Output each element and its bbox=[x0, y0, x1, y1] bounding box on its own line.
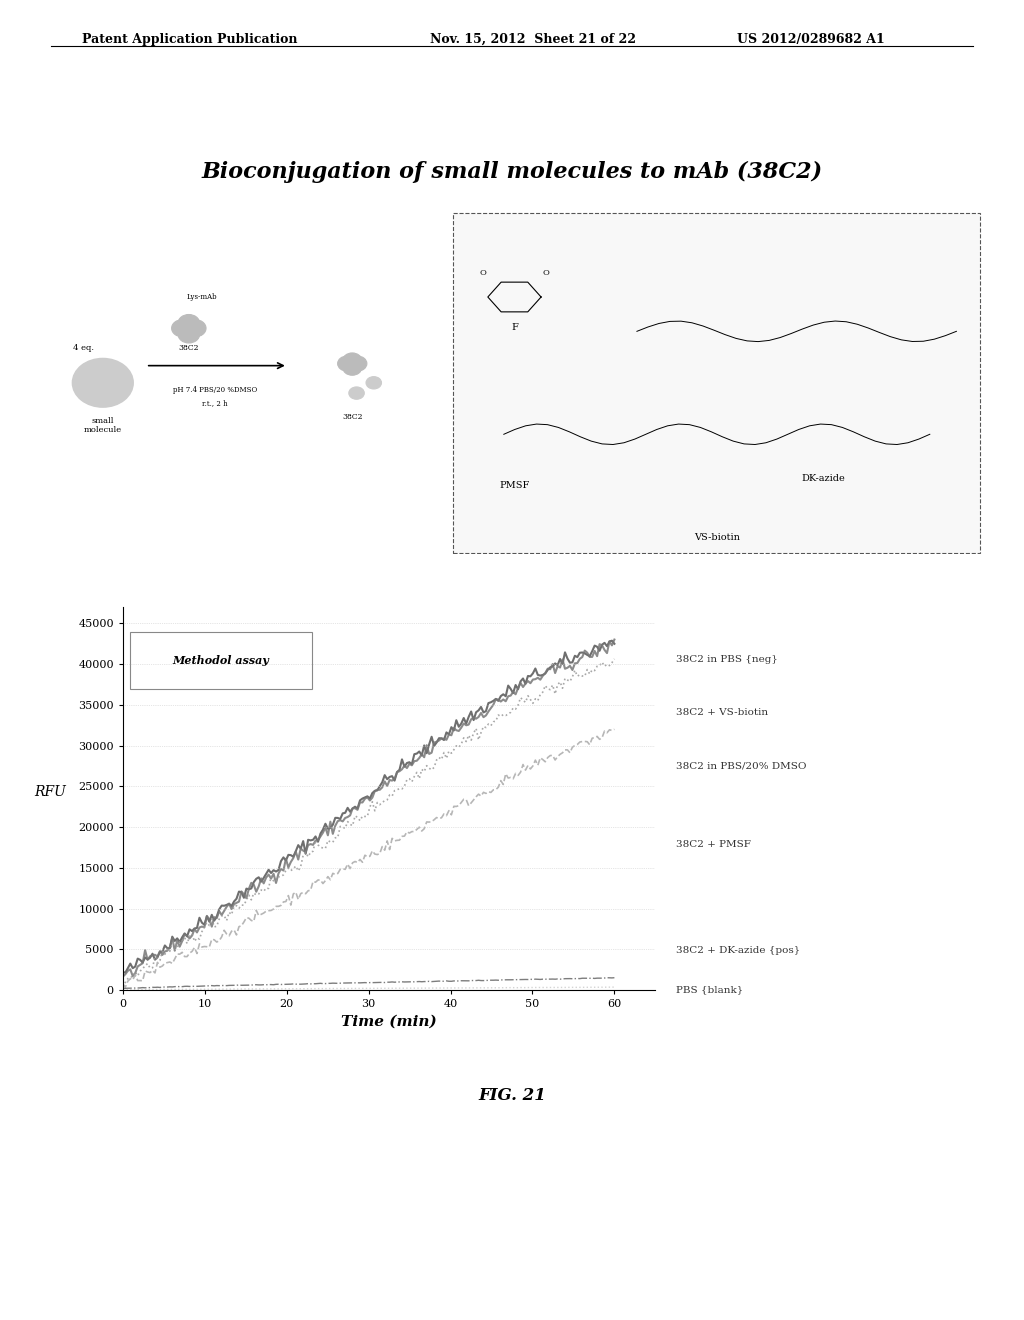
Circle shape bbox=[343, 352, 361, 368]
Text: 38C2: 38C2 bbox=[342, 413, 362, 421]
Text: pH 7.4 PBS/20 %DMSO: pH 7.4 PBS/20 %DMSO bbox=[172, 385, 257, 393]
X-axis label: Time (min): Time (min) bbox=[341, 1015, 437, 1028]
Text: 38C2 in PBS {neg}: 38C2 in PBS {neg} bbox=[676, 656, 777, 664]
Circle shape bbox=[349, 387, 365, 399]
Text: FIG. 21: FIG. 21 bbox=[478, 1088, 546, 1104]
Text: US 2012/0289682 A1: US 2012/0289682 A1 bbox=[737, 33, 885, 46]
Circle shape bbox=[338, 356, 356, 371]
Text: small
molecule: small molecule bbox=[84, 417, 122, 434]
Text: r.t., 2 h: r.t., 2 h bbox=[202, 400, 227, 408]
Text: O: O bbox=[543, 269, 550, 277]
Text: PMSF: PMSF bbox=[500, 482, 529, 490]
Text: F: F bbox=[511, 323, 518, 333]
Circle shape bbox=[178, 326, 200, 343]
Text: Methodol assay: Methodol assay bbox=[173, 655, 269, 665]
Circle shape bbox=[348, 356, 367, 371]
Circle shape bbox=[73, 359, 133, 407]
Circle shape bbox=[366, 376, 382, 389]
FancyBboxPatch shape bbox=[130, 632, 312, 689]
Text: Nov. 15, 2012  Sheet 21 of 22: Nov. 15, 2012 Sheet 21 of 22 bbox=[430, 33, 636, 46]
Circle shape bbox=[343, 360, 361, 375]
Text: Bioconjugation of small molecules to mAb (38C2): Bioconjugation of small molecules to mAb… bbox=[202, 161, 822, 182]
Text: 4 eq.: 4 eq. bbox=[73, 345, 94, 352]
Circle shape bbox=[172, 319, 194, 337]
Text: Lys-mAb: Lys-mAb bbox=[186, 293, 217, 301]
Circle shape bbox=[184, 319, 206, 337]
Text: DK-azide: DK-azide bbox=[802, 474, 845, 483]
Circle shape bbox=[178, 314, 200, 331]
Text: O: O bbox=[479, 269, 486, 277]
Text: 38C2 in PBS/20% DMSO: 38C2 in PBS/20% DMSO bbox=[676, 762, 806, 770]
Text: Patent Application Publication: Patent Application Publication bbox=[82, 33, 297, 46]
Text: 38C2: 38C2 bbox=[178, 345, 199, 352]
Y-axis label: RFU: RFU bbox=[35, 784, 67, 799]
Text: PBS {blank}: PBS {blank} bbox=[676, 986, 743, 994]
Text: VS-biotin: VS-biotin bbox=[694, 533, 739, 541]
FancyBboxPatch shape bbox=[454, 213, 980, 553]
Text: 38C2 + DK-azide {pos}: 38C2 + DK-azide {pos} bbox=[676, 946, 800, 954]
Text: 38C2 + VS-biotin: 38C2 + VS-biotin bbox=[676, 709, 768, 717]
Text: 38C2 + PMSF: 38C2 + PMSF bbox=[676, 841, 751, 849]
